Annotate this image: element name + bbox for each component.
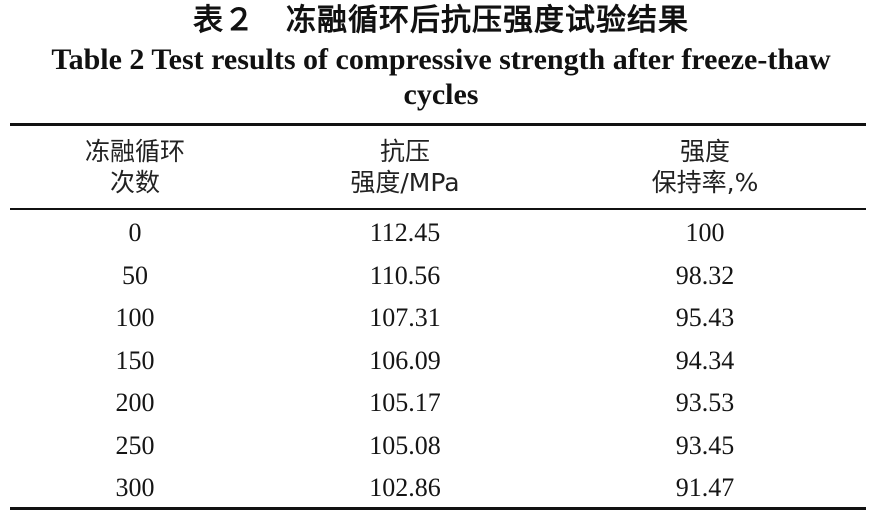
table-row: 250 105.08 93.45 [0,425,882,468]
table-body: 0 112.45 100 50 110.56 98.32 100 107.31 … [0,212,882,510]
table-row: 200 105.17 93.53 [0,382,882,425]
table-row: 100 107.31 95.43 [0,297,882,340]
cell-cycles: 250 [115,430,155,460]
header-line: 冻融循环 [84,137,185,166]
cell-retention: 98.32 [675,260,735,290]
header-line: 抗压 [379,137,430,166]
table-top-rule [10,123,866,126]
cell-strength: 105.17 [369,388,441,417]
header-line: 强度/MPa [350,168,460,197]
cell-cycles: 150 [115,345,155,375]
table-row: 50 110.56 98.32 [0,255,882,298]
cell-cycles: 300 [115,473,155,502]
table-caption-chinese: 表２ 冻融循环后抗压强度试验结果 [193,3,689,38]
table-row: 0 112.45 100 [0,212,882,255]
cell-strength: 102.86 [369,473,441,502]
header-line: 保持率,% [651,168,759,197]
cell-retention: 91.47 [675,473,735,502]
table-row: 150 106.09 94.34 [0,340,882,383]
cell-strength: 106.09 [369,345,441,375]
header-line: 强度 [679,137,730,166]
cell-retention: 100 [685,218,725,247]
cell-strength: 107.31 [369,303,441,332]
cell-strength: 110.56 [369,260,441,290]
cell-retention: 94.34 [675,345,735,375]
cell-retention: 95.43 [675,303,735,332]
cell-cycles: 100 [115,303,155,332]
header-freeze-thaw-cycles: 冻融循环 次数 [30,136,240,198]
cell-cycles: 50 [122,260,148,290]
header-strength-retention: 强度 保持率,% [600,136,810,198]
header-line: 次数 [109,168,160,197]
cell-retention: 93.45 [675,430,735,460]
cell-strength: 112.45 [369,218,441,247]
cell-strength: 105.08 [369,430,441,460]
cell-retention: 93.53 [675,388,735,417]
table-caption-english: Table 2 Test results of compressive stre… [51,43,831,111]
table-header-rule [10,208,866,210]
cell-cycles: 200 [115,388,155,417]
table-bottom-rule [10,507,866,510]
cell-cycles: 0 [128,218,142,247]
table-row: 300 102.86 91.47 [0,467,882,510]
header-compressive-strength: 抗压 强度/MPa [295,136,515,198]
